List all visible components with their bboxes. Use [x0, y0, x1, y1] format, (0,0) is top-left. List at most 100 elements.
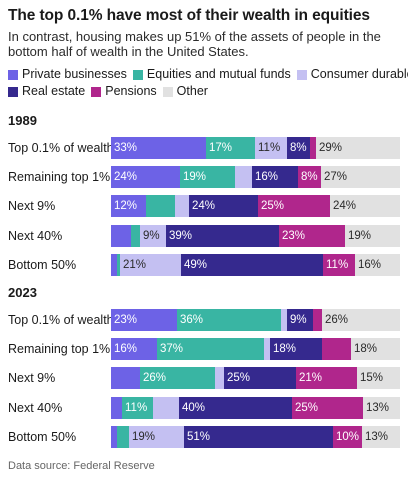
stacked-bar: 16% 37% 18% 18%: [111, 338, 400, 361]
bar-segment-private-businesses: 12%: [111, 195, 146, 218]
legend-row: Private businesses Equities and mutual fu…: [8, 66, 408, 83]
bar-segment-private-businesses: [111, 224, 131, 247]
legend-label: Real estate: [22, 84, 86, 98]
legend-item-private-businesses: Private businesses: [8, 66, 127, 83]
legend-label: Equities and mutual funds: [146, 67, 291, 81]
bar-segment-private-businesses: [111, 425, 117, 448]
bar-segment-equities: 37%: [157, 338, 264, 361]
bar-segment-pensions: 25%: [258, 195, 330, 218]
legend-row: Real estate Pensions Other: [8, 83, 408, 100]
bar-segment-other: 18%: [351, 338, 400, 361]
legend-label: Private businesses: [22, 67, 127, 81]
bar-segment-consumer-durables: 9%: [140, 224, 166, 247]
bar-segment-pensions: 23%: [279, 224, 345, 247]
data-source: Data source: Federal Reserve: [8, 460, 155, 472]
legend-swatch: [8, 69, 18, 80]
stacked-bar: 26% 25% 21% 15%: [111, 367, 400, 390]
bar-segment-pensions: [322, 338, 351, 361]
row-label: Bottom 50%: [8, 429, 77, 444]
legend-label: Consumer durables: [310, 67, 408, 81]
legend-swatch: [132, 69, 143, 80]
bar-segment-equities: [131, 224, 140, 247]
bar-segment-consumer-durables: [215, 367, 224, 390]
bar-segment-pensions: 21%: [296, 367, 357, 390]
legend-swatch: [8, 86, 18, 97]
bar-segment-private-businesses: [111, 253, 117, 276]
legend-swatch: [296, 69, 307, 80]
bar-segment-other: 24%: [330, 195, 400, 218]
bar-segment-real-estate: 49%: [181, 253, 323, 276]
bar-segment-equities: 11%: [122, 396, 153, 419]
bar-segment-private-businesses: 33%: [111, 137, 206, 159]
bar-segment-other: 29%: [316, 137, 400, 159]
row-label: Remaining top 1%: [8, 342, 111, 357]
bar-segment-pensions: 25%: [292, 396, 363, 419]
bar-segment-consumer-durables: [264, 338, 270, 361]
bar-segment-consumer-durables: 11%: [255, 137, 287, 159]
stacked-bar: 23% 36% 9% 26%: [111, 309, 400, 331]
stacked-bar: 24% 19% 16% 8% 27%: [111, 166, 400, 189]
legend-item-other: Other: [162, 83, 208, 100]
bar-segment-pensions: [313, 309, 322, 331]
bar-segment-pensions: 11%: [323, 253, 355, 276]
bar-segment-consumer-durables: [281, 309, 287, 331]
bar-segment-equities: 26%: [140, 367, 215, 390]
bar-segment-real-estate: 51%: [184, 425, 333, 448]
bar-segment-real-estate: 18%: [270, 338, 322, 361]
bar-segment-private-businesses: [111, 396, 122, 419]
bar-segment-real-estate: 8%: [287, 137, 310, 159]
bar-segment-other: 13%: [362, 425, 400, 448]
row-label: Bottom 50%: [8, 257, 77, 272]
bar-segment-equities: [117, 425, 129, 448]
row-label: Next 9%: [8, 371, 56, 386]
legend-label: Other: [176, 84, 208, 98]
bar-segment-private-businesses: 24%: [111, 166, 180, 189]
stacked-bar: 12% 24% 25% 24%: [111, 195, 400, 218]
bar-segment-consumer-durables: [153, 396, 179, 419]
bar-segment-pensions: 8%: [298, 166, 321, 189]
stacked-bar: 9% 39% 23% 19%: [111, 224, 400, 247]
legend-item-consumer-durables: Consumer durables: [296, 66, 408, 83]
bar-segment-other: 26%: [322, 309, 400, 331]
legend-item-equities: Equities and mutual funds: [132, 66, 291, 83]
bar-segment-consumer-durables: 19%: [129, 425, 184, 448]
bar-segment-private-businesses: 23%: [111, 309, 177, 331]
bar-segment-equities: [146, 195, 175, 218]
stacked-bar: 33% 17% 11% 8% 29%: [111, 137, 400, 159]
panel-label-1989: 1989: [8, 113, 37, 128]
bar-segment-other: 19%: [345, 224, 400, 247]
row-label: Next 9%: [8, 199, 56, 214]
bar-segment-equities: 17%: [206, 137, 255, 159]
bar-segment-real-estate: 9%: [287, 309, 313, 331]
chart-legend: Private businesses Equities and mutual fu…: [8, 66, 408, 100]
bar-segment-consumer-durables: [235, 166, 252, 189]
chart-subtitle: In contrast, housing makes up 51% of the…: [8, 29, 381, 59]
bar-segment-other: 27%: [321, 166, 400, 189]
bar-segment-private-businesses: 16%: [111, 338, 157, 361]
bar-segment-real-estate: 16%: [252, 166, 298, 189]
bar-segment-real-estate: 24%: [189, 195, 258, 218]
bar-segment-equities: 36%: [177, 309, 281, 331]
row-label: Top 0.1% of wealth: [8, 141, 114, 155]
bar-segment-real-estate: 39%: [166, 224, 279, 247]
row-label: Next 40%: [8, 228, 63, 243]
bar-segment-equities: 19%: [180, 166, 235, 189]
stacked-bar: 11% 40% 25% 13%: [111, 396, 400, 419]
bar-segment-other: 13%: [363, 396, 400, 419]
legend-swatch: [91, 86, 102, 97]
bar-segment-consumer-durables: 21%: [120, 253, 181, 276]
stacked-bar: 21% 49% 11% 16%: [111, 253, 400, 276]
legend-item-real-estate: Real estate: [8, 83, 85, 100]
row-label: Top 0.1% of wealth: [8, 313, 114, 327]
bar-segment-pensions: 10%: [333, 425, 362, 448]
bar-segment-other: 15%: [357, 367, 400, 390]
bar-segment-consumer-durables: [175, 195, 189, 218]
legend-swatch: [162, 86, 173, 97]
bar-segment-other: 16%: [355, 253, 400, 276]
stacked-bar: 19% 51% 10% 13%: [111, 425, 400, 448]
row-label: Remaining top 1%: [8, 170, 111, 185]
bar-segment-private-businesses: [111, 367, 140, 390]
row-label: Next 40%: [8, 400, 63, 415]
chart-title: The top 0.1% have most of their wealth i…: [8, 7, 370, 24]
panel-label-2023: 2023: [8, 285, 37, 300]
